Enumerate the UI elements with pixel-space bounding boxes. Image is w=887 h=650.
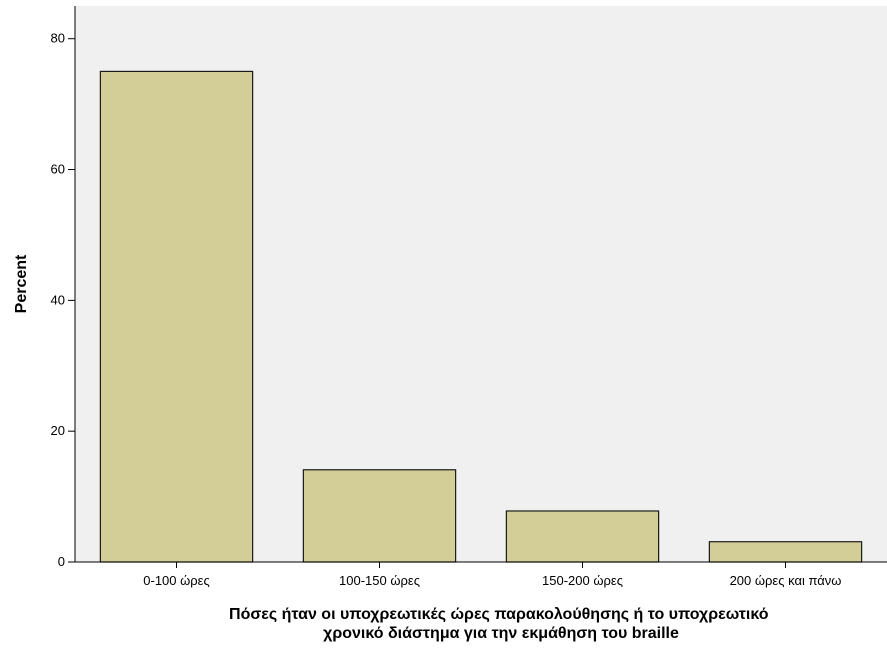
y-tick-label: 60 (51, 162, 65, 177)
x-tick-label: 150-200 ώρες (542, 573, 623, 588)
bar (302, 469, 457, 563)
x-axis: 0-100 ώρες 100-150 ώρες 150-200 ώρες 200 ώρ… (75, 561, 887, 588)
y-tick-label: 0 (58, 554, 65, 569)
x-axis-title-line-2: χρονικό διάστημα για την εκμάθηση του br… (323, 625, 679, 642)
y-tick-label: 20 (51, 423, 65, 438)
x-axis-title: Πόσες ήταν οι υποχρεωτικές ώρες παρακολο… (229, 606, 773, 642)
bar (99, 70, 254, 563)
bar-series (99, 70, 863, 563)
x-tick-label: 200 ώρες και πάνω (730, 573, 842, 588)
y-axis-title: Percent (13, 254, 30, 313)
y-tick-label: 80 (51, 31, 65, 46)
x-tick-label: 0-100 ώρες (143, 573, 209, 588)
y-axis: 0 20 40 60 80 (51, 6, 76, 569)
x-tick-label: 100-150 ώρες (339, 573, 420, 588)
y-tick-label: 40 (51, 292, 65, 307)
x-axis-title-line-1: Πόσες ήταν οι υποχρεωτικές ώρες παρακολο… (229, 606, 769, 623)
bar (708, 541, 863, 563)
bar (505, 510, 660, 563)
